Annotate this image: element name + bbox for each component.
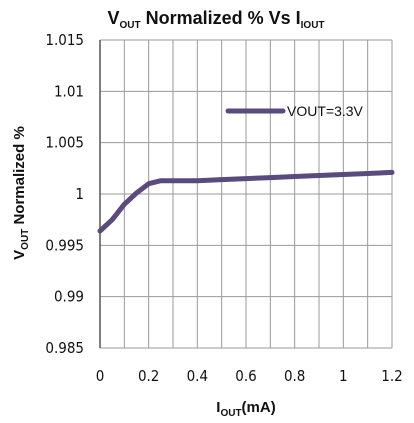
y-tick-label: 1.01 xyxy=(54,82,84,100)
y-tick-label: 0.99 xyxy=(54,288,84,306)
series-line xyxy=(97,169,395,234)
y-tick-labels: 0.985 0.99 0.995 1 1.005 1.01 1.015 xyxy=(45,31,84,357)
x-tick-label: 0 xyxy=(96,367,105,385)
x-tick-label: 0.4 xyxy=(187,367,208,385)
x-tick-labels: 0 0.2 0.4 0.6 0.8 1 1.2 xyxy=(96,367,403,385)
legend-label: VOUT=3.3V xyxy=(287,103,364,119)
y-tick-label: 1.015 xyxy=(45,31,84,49)
x-tick-label: 0.2 xyxy=(138,367,159,385)
grid xyxy=(99,39,393,349)
y-tick-label: 0.995 xyxy=(45,236,84,254)
legend: VOUT=3.3V xyxy=(225,103,364,119)
y-axis-label: VOUT Normalized % xyxy=(11,126,31,260)
x-tick-label: 0.6 xyxy=(235,367,256,385)
chart-title: VOUT Normalized % Vs IIOUT xyxy=(107,8,324,31)
x-axis-label: IOUT(mA) xyxy=(216,399,275,419)
x-tick-label: 1 xyxy=(339,367,348,385)
x-tick-label: 0.8 xyxy=(284,367,305,385)
y-tick-label: 1 xyxy=(75,185,84,203)
series-layer xyxy=(97,169,395,234)
y-tick-label: 1.005 xyxy=(45,134,84,152)
x-tick-label: 1.2 xyxy=(381,367,402,385)
y-tick-label: 0.985 xyxy=(45,339,84,357)
